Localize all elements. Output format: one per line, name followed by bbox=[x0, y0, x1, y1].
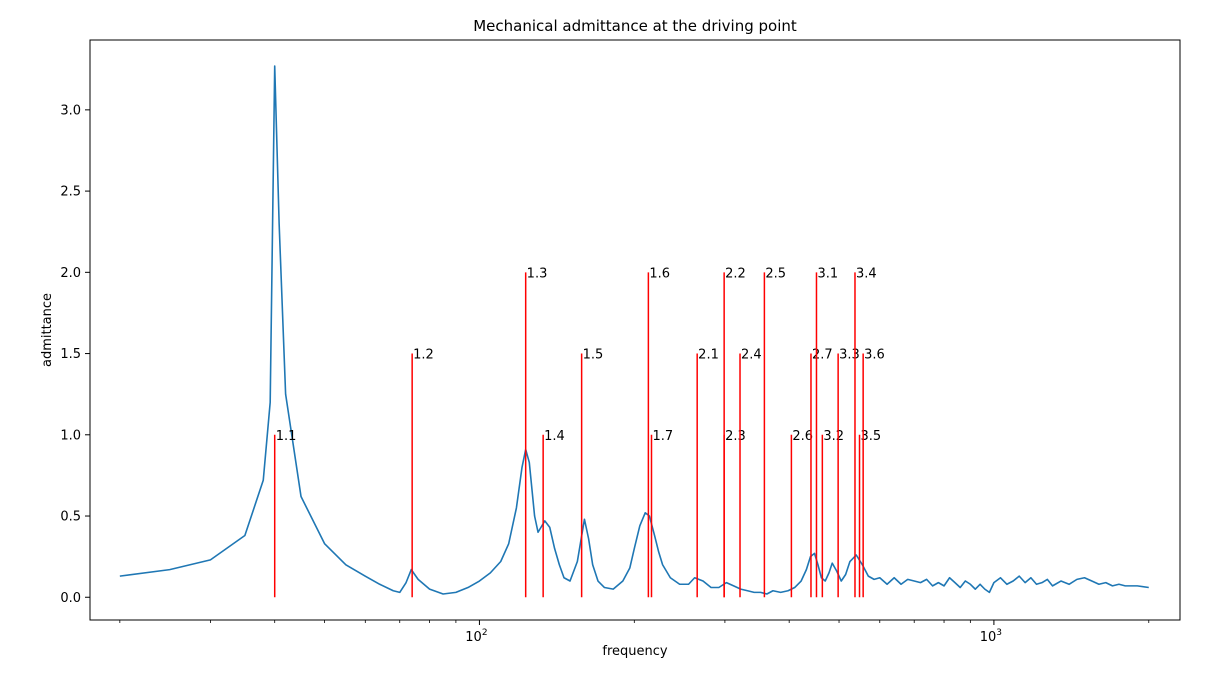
mode-label: 2.1 bbox=[698, 348, 719, 363]
mode-label: 2.6 bbox=[792, 429, 813, 444]
mode-label: 2.3 bbox=[725, 429, 746, 444]
plot-area: 1.1 1.2 1.3 1.4 1.5 1.6 1.7 2.1 2.2 2.3 2.4 2.5 2.6 2… bbox=[119, 65, 1149, 598]
mode-label: 1.1 bbox=[276, 429, 297, 444]
mode-label: 1.7 bbox=[652, 429, 673, 444]
mode-label: 3.2 bbox=[823, 429, 844, 444]
mode-label: 2.7 bbox=[812, 348, 833, 363]
mode-label: 1.6 bbox=[649, 266, 670, 281]
mode-label: 3.3 bbox=[839, 348, 860, 363]
admittance-series-line bbox=[119, 65, 1149, 595]
mode-label: 3.5 bbox=[861, 429, 882, 444]
mode-label: 2.2 bbox=[725, 266, 746, 281]
mode-label: 1.5 bbox=[583, 348, 604, 363]
chart-title: Mechanical admittance at the driving poi… bbox=[473, 17, 797, 35]
x-tick-label: 103 bbox=[980, 628, 1002, 645]
mode-label: 1.3 bbox=[527, 266, 548, 281]
mode-label: 1.2 bbox=[413, 348, 434, 363]
mode-label: 2.5 bbox=[765, 266, 786, 281]
y-tick-label: 3.0 bbox=[60, 103, 81, 118]
mode-label: 3.6 bbox=[864, 348, 885, 363]
y-tick-label: 0.0 bbox=[60, 591, 81, 606]
y-axis: 0.0 0.5 1.0 1.5 2.0 2.5 3.0 bbox=[60, 103, 90, 606]
x-axis-label: frequency bbox=[602, 644, 668, 659]
y-tick-label: 2.5 bbox=[60, 185, 81, 200]
x-tick-label: 102 bbox=[465, 628, 487, 645]
mode-label: 2.4 bbox=[741, 348, 762, 363]
mode-label: 1.4 bbox=[544, 429, 565, 444]
y-tick-label: 2.0 bbox=[60, 266, 81, 281]
mode-label: 3.1 bbox=[817, 266, 838, 281]
y-tick-label: 1.0 bbox=[60, 428, 81, 443]
mode-label: 3.4 bbox=[856, 266, 877, 281]
plot-frame bbox=[89, 39, 1181, 621]
y-tick-label: 0.5 bbox=[60, 510, 81, 525]
y-tick-label: 1.5 bbox=[60, 347, 81, 362]
y-axis-label: admittance bbox=[40, 293, 55, 367]
